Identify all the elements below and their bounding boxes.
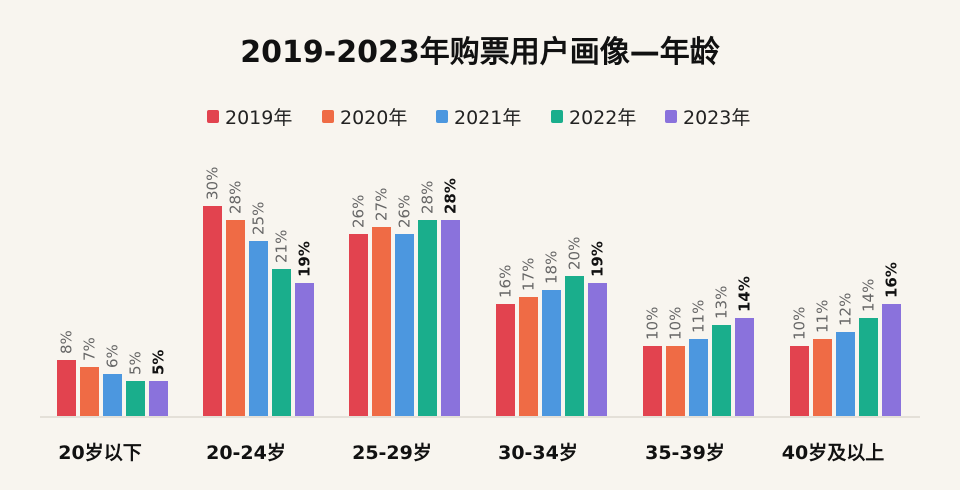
category-label: 20-24岁 (206, 441, 286, 464)
bar-2022-1 (272, 269, 291, 416)
value-label: 16% (883, 262, 901, 298)
value-label: 28% (419, 181, 437, 214)
bar-2020-1 (226, 220, 245, 416)
bar-2019-3 (496, 304, 515, 416)
value-label: 26% (396, 195, 414, 228)
value-label: 14% (736, 276, 754, 312)
bar-2020-2 (372, 227, 391, 416)
value-labels: 8% 7% 6% 5% 5%30% 28%25%21% 19%26% 27% 26% 28% 28%… (58, 167, 901, 375)
legend-swatch-2020 (322, 110, 334, 123)
legend-swatch-2022 (551, 110, 563, 123)
category-label: 40岁及以上 (782, 441, 884, 464)
value-label: 10% (644, 307, 662, 340)
category-label: 25-29岁 (352, 441, 432, 464)
value-label: 28% (442, 178, 460, 214)
bar-2022-4 (712, 325, 731, 416)
bar-2023-0 (149, 381, 168, 416)
bar-2022-2 (418, 220, 437, 416)
bar-2023-3 (588, 283, 607, 416)
value-label: 8% (58, 330, 76, 354)
value-label: 30% (204, 167, 222, 200)
value-label: 27% (373, 188, 391, 221)
value-label: 19% (589, 241, 607, 277)
bar-2023-4 (735, 318, 754, 416)
bar-2020-0 (80, 367, 99, 416)
value-label: 6% (104, 344, 122, 368)
value-label: 28% (227, 181, 245, 214)
legend: 2019年 2020年 2021年 2022年 2023年 (207, 107, 750, 129)
category-label: 20岁以下 (58, 441, 141, 464)
bar-2020-3 (519, 297, 538, 416)
value-label: 19% (296, 241, 314, 277)
bar-2022-0 (126, 381, 145, 416)
legend-label: 2023年 (683, 107, 750, 129)
value-label: 16% (497, 265, 515, 298)
legend-label: 2020年 (340, 107, 407, 129)
bar-2021-4 (689, 339, 708, 416)
bar-2021-1 (249, 241, 268, 416)
value-label: 13% (713, 286, 731, 319)
value-label: 10% (667, 307, 685, 340)
bar-2019-4 (643, 346, 662, 416)
legend-swatch-2023 (665, 110, 677, 123)
category-label: 35-39岁 (645, 441, 725, 464)
value-label: 20% (566, 237, 584, 270)
legend-label: 2019年 (225, 107, 292, 129)
value-label: 17% (520, 258, 538, 291)
bar-2019-2 (349, 234, 368, 416)
value-label: 5% (150, 350, 168, 375)
value-label: 7% (81, 337, 99, 361)
value-label: 25% (250, 202, 268, 235)
chart-title: 2019-2023年购票用户画像—年龄 (240, 35, 720, 70)
legend-label: 2021年 (454, 107, 521, 129)
value-label: 10% (791, 307, 809, 340)
value-label: 11% (690, 300, 708, 333)
bar-2020-4 (666, 346, 685, 416)
value-label: 12% (837, 293, 855, 326)
bar-2021-5 (836, 332, 855, 416)
value-label: 21% (273, 230, 291, 263)
legend-swatch-2019 (207, 110, 219, 123)
bar-2019-5 (790, 346, 809, 416)
value-label: 18% (543, 251, 561, 284)
bar-2022-5 (859, 318, 878, 416)
value-label: 5% (127, 351, 145, 375)
bar-2021-3 (542, 290, 561, 416)
bar-2020-5 (813, 339, 832, 416)
legend-label: 2022年 (569, 107, 636, 129)
bars (57, 206, 901, 416)
value-label: 11% (814, 300, 832, 333)
bar-2022-3 (565, 276, 584, 416)
bar-2021-2 (395, 234, 414, 416)
value-label: 26% (350, 195, 368, 228)
bar-2019-0 (57, 360, 76, 416)
bar-2019-1 (203, 206, 222, 416)
bar-2021-0 (103, 374, 122, 416)
category-label: 30-34岁 (498, 441, 578, 464)
bar-2023-5 (882, 304, 901, 416)
category-labels: 20岁以下 20-24岁 25-29岁 30-34岁 35-39岁 40岁及以上 (58, 441, 884, 464)
value-label: 14% (860, 279, 878, 312)
legend-swatch-2021 (436, 110, 448, 123)
bar-2023-1 (295, 283, 314, 416)
bar-2023-2 (441, 220, 460, 416)
